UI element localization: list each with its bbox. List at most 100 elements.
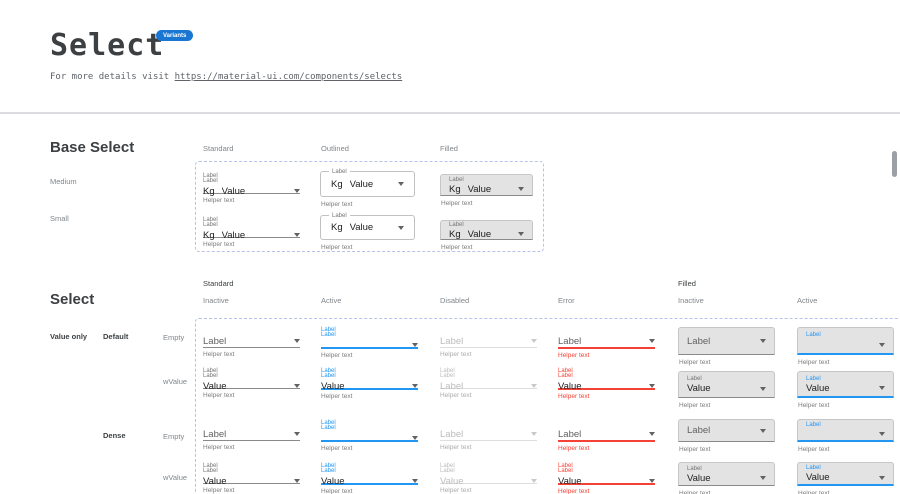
select-input[interactable]: Label Kg Value <box>440 220 533 240</box>
select-input[interactable]: Label Value <box>797 371 894 398</box>
helper-text: Helper text <box>203 392 235 399</box>
dropdown-arrow-icon[interactable] <box>531 432 537 436</box>
dropdown-arrow-icon[interactable] <box>760 386 766 391</box>
dropdown-arrow-icon[interactable] <box>398 225 404 230</box>
dropdown-arrow-icon[interactable] <box>412 436 418 440</box>
dropdown-arrow-icon[interactable] <box>760 428 766 433</box>
select-input[interactable]: Label Value <box>440 468 537 487</box>
select-field[interactable]: Label Label Value Helper text <box>558 367 655 400</box>
dropdown-arrow-icon[interactable] <box>294 432 300 436</box>
dropdown-arrow-icon[interactable] <box>398 182 404 186</box>
dropdown-arrow-icon[interactable] <box>412 479 418 483</box>
select-field[interactable]: Label Label Value Helper text <box>678 371 775 409</box>
select-field[interactable]: Label Label Helper text <box>797 327 894 366</box>
select-field[interactable]: Label Label Kg Value Helper text <box>440 174 533 207</box>
select-field[interactable]: Label Label Helper text <box>321 419 418 452</box>
select-field[interactable]: Label Helper text <box>203 419 300 451</box>
select-field[interactable]: Label Label Value Helper text <box>321 367 418 400</box>
select-field[interactable]: Label Label Value Helper text <box>678 462 775 494</box>
select-field[interactable]: Label Label Helper text <box>321 326 418 359</box>
dropdown-arrow-icon[interactable] <box>649 339 655 343</box>
select-field[interactable]: Label Label Kg Value Helper text <box>320 168 415 208</box>
select-input[interactable]: Label Value <box>203 373 300 392</box>
select-field[interactable]: Label Label Label Helper text <box>440 367 537 399</box>
dropdown-arrow-icon[interactable] <box>879 386 885 390</box>
select-field[interactable]: Label Label Value Helper text <box>203 462 300 494</box>
select-input[interactable]: Label Kg Value <box>320 168 415 197</box>
helper-text: Helper text <box>679 359 711 366</box>
select-input[interactable]: Label Value <box>321 468 418 487</box>
dropdown-arrow-icon[interactable] <box>649 479 655 483</box>
select-field[interactable]: Label Label Value Helper text <box>797 371 894 409</box>
select-input[interactable]: Label <box>321 425 418 440</box>
select-input[interactable]: Label Value <box>558 468 655 487</box>
dropdown-arrow-icon[interactable] <box>294 189 300 193</box>
select-field[interactable]: Label Helper text <box>558 419 655 452</box>
select-input[interactable]: Label <box>797 419 894 442</box>
dropdown-arrow-icon[interactable] <box>760 476 766 480</box>
select-input[interactable]: Label <box>678 419 775 442</box>
select-field[interactable]: Label Helper text <box>440 326 537 358</box>
select-input[interactable]: Label <box>203 428 300 440</box>
dropdown-arrow-icon[interactable] <box>412 384 418 388</box>
select-input[interactable]: Label <box>440 428 537 440</box>
select-field[interactable]: Label Label Kg Value Helper text <box>203 216 300 248</box>
select-input[interactable]: Label Value <box>558 373 655 392</box>
row-label-empty: Empty <box>163 432 185 441</box>
select-value: Value <box>467 183 492 195</box>
dropdown-arrow-icon[interactable] <box>518 232 524 236</box>
select-input[interactable]: Label Value <box>678 371 775 398</box>
select-input[interactable]: Label Kg Value <box>320 212 415 240</box>
dropdown-arrow-icon[interactable] <box>649 432 655 436</box>
select-input[interactable]: Label Value <box>678 462 775 486</box>
select-input[interactable]: Label Value <box>203 468 300 487</box>
material-ui-link[interactable]: https://material-ui.com/components/selec… <box>174 72 403 82</box>
select-field[interactable]: Label Label Kg Value Helper text <box>203 172 300 204</box>
dropdown-arrow-icon[interactable] <box>294 233 300 237</box>
select-input[interactable]: Label <box>321 332 418 347</box>
dropdown-arrow-icon[interactable] <box>531 339 537 343</box>
select-field[interactable]: Label Label Value Helper text <box>203 367 300 399</box>
select-field[interactable]: Label Label Value Helper text <box>321 462 418 494</box>
dropdown-arrow-icon[interactable] <box>879 475 885 480</box>
select-field[interactable]: Label Label Value Helper text <box>440 462 537 494</box>
select-input[interactable]: Label Value <box>321 373 418 392</box>
dropdown-arrow-icon[interactable] <box>294 339 300 343</box>
select-input[interactable]: Label Kg Value <box>203 222 300 241</box>
dropdown-arrow-icon[interactable] <box>879 342 885 347</box>
select-input[interactable]: Label Kg Value <box>440 174 533 196</box>
dropdown-arrow-icon[interactable] <box>294 479 300 483</box>
select-field[interactable]: Label Helper text <box>678 327 775 366</box>
select-input[interactable]: Label <box>797 327 894 355</box>
select-input[interactable]: Label Value <box>797 462 894 486</box>
select-field[interactable]: Label Helper text <box>678 419 775 453</box>
select-field[interactable]: Label Helper text <box>558 326 655 359</box>
select-floating-label: Label <box>806 421 821 428</box>
variants-badge[interactable]: Variants <box>156 30 194 41</box>
dropdown-arrow-icon[interactable] <box>649 384 655 388</box>
helper-text: Helper text <box>440 351 472 358</box>
select-input[interactable]: Label <box>558 428 655 440</box>
dropdown-arrow-icon[interactable] <box>294 384 300 388</box>
scrollbar-thumb[interactable] <box>892 151 897 177</box>
select-field[interactable]: Label Label Kg Value Helper text <box>320 212 415 251</box>
select-input[interactable]: Label <box>203 335 300 347</box>
dropdown-arrow-icon[interactable] <box>879 432 885 436</box>
select-value-row: Label <box>203 335 300 347</box>
select-field[interactable]: Label Label Value Helper text <box>558 462 655 494</box>
dropdown-arrow-icon[interactable] <box>531 479 537 483</box>
select-field[interactable]: Label Label Helper text <box>797 419 894 453</box>
select-field[interactable]: Label Label Value Helper text <box>797 462 894 494</box>
dropdown-arrow-icon[interactable] <box>531 384 537 388</box>
select-field[interactable]: Label Helper text <box>440 419 537 451</box>
select-field[interactable]: Label Label Kg Value Helper text <box>440 220 533 251</box>
dropdown-arrow-icon[interactable] <box>760 339 766 343</box>
select-input[interactable]: Label Label <box>440 373 537 392</box>
select-input[interactable]: Label Kg Value <box>203 178 300 197</box>
dropdown-arrow-icon[interactable] <box>412 343 418 347</box>
dropdown-arrow-icon[interactable] <box>518 187 524 191</box>
select-field[interactable]: Label Helper text <box>203 326 300 358</box>
select-input[interactable]: Label <box>558 335 655 347</box>
select-input[interactable]: Label <box>678 327 775 355</box>
select-input[interactable]: Label <box>440 335 537 347</box>
